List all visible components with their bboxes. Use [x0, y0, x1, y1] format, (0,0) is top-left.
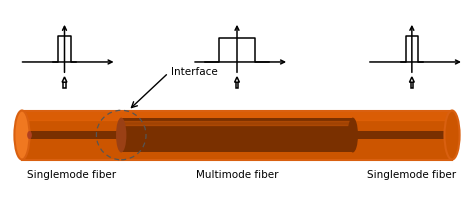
Bar — [22, 111, 452, 160]
Text: Interface: Interface — [171, 67, 218, 77]
Ellipse shape — [347, 118, 358, 152]
Ellipse shape — [14, 111, 29, 160]
Bar — [29, 131, 121, 139]
Text: Singlemode fiber: Singlemode fiber — [367, 170, 456, 180]
Text: Multimode fiber: Multimode fiber — [196, 170, 278, 180]
Bar — [121, 118, 353, 152]
Ellipse shape — [116, 118, 127, 152]
Bar — [353, 131, 445, 139]
Ellipse shape — [445, 111, 460, 160]
Ellipse shape — [27, 131, 32, 139]
Polygon shape — [62, 77, 67, 82]
Bar — [64, 82, 66, 88]
Bar — [236, 82, 238, 88]
Polygon shape — [235, 77, 239, 82]
Bar — [410, 82, 413, 88]
Text: Singlemode fiber: Singlemode fiber — [27, 170, 116, 180]
Polygon shape — [410, 77, 414, 82]
